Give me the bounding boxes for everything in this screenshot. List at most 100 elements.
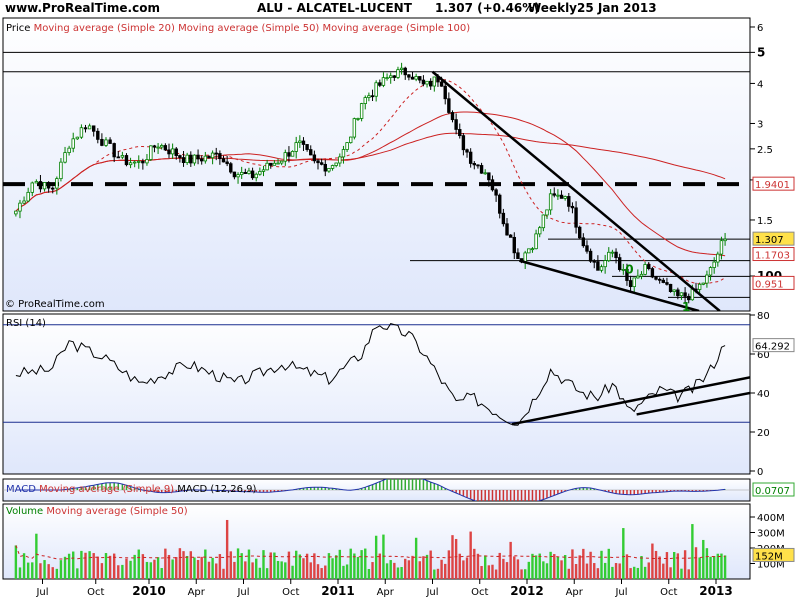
volume-bar bbox=[125, 558, 128, 579]
site-url[interactable]: www.ProRealTime.com bbox=[5, 1, 160, 15]
volume-bar bbox=[63, 556, 67, 579]
candle bbox=[67, 145, 71, 156]
volume-bar bbox=[669, 567, 672, 579]
volume-bar bbox=[265, 568, 269, 579]
candle bbox=[657, 277, 662, 284]
volume-bar bbox=[414, 537, 418, 579]
candle bbox=[145, 154, 149, 166]
candle bbox=[650, 266, 655, 279]
rsi-trendline-2 bbox=[636, 391, 750, 416]
volume-bar bbox=[407, 560, 411, 579]
volume-bar bbox=[458, 553, 461, 579]
candle bbox=[218, 150, 222, 165]
candle bbox=[356, 117, 360, 121]
volume-bar bbox=[578, 555, 581, 579]
candle bbox=[116, 151, 120, 159]
candle bbox=[541, 214, 546, 232]
volume-bar bbox=[411, 555, 414, 579]
candle bbox=[403, 66, 407, 80]
candle bbox=[617, 253, 622, 272]
volume-bar bbox=[502, 558, 505, 579]
price-tick-3: 3 bbox=[757, 119, 763, 130]
candle bbox=[18, 199, 22, 219]
candle bbox=[124, 153, 129, 167]
candle bbox=[174, 147, 178, 160]
price-panel bbox=[2, 17, 751, 312]
candle bbox=[487, 172, 491, 187]
volume-bar bbox=[662, 563, 665, 579]
volume-bar bbox=[207, 561, 211, 579]
candle bbox=[556, 189, 560, 200]
volume-bar bbox=[531, 553, 534, 579]
candle bbox=[250, 167, 255, 180]
volume-bar bbox=[705, 548, 709, 579]
volume-bar bbox=[182, 551, 185, 579]
candle bbox=[319, 158, 324, 166]
candle bbox=[676, 287, 680, 300]
candle bbox=[254, 172, 258, 182]
candle bbox=[461, 132, 466, 156]
candle bbox=[221, 155, 226, 163]
candle bbox=[345, 142, 349, 153]
volume-bar bbox=[498, 552, 501, 579]
volume-bar bbox=[284, 562, 287, 579]
volume-bar bbox=[287, 551, 291, 579]
candle bbox=[225, 155, 229, 167]
candle bbox=[687, 293, 691, 304]
candle bbox=[316, 158, 320, 170]
volume-bar bbox=[567, 568, 570, 579]
x-tick-2012: 2012 bbox=[510, 584, 543, 598]
volume-bar bbox=[193, 557, 196, 579]
candle bbox=[647, 262, 651, 271]
volume-bar bbox=[137, 549, 140, 579]
volume-bar bbox=[92, 553, 95, 579]
volume-bar bbox=[345, 564, 349, 579]
candle bbox=[269, 162, 273, 169]
volume-bar bbox=[545, 563, 549, 579]
volume-bar bbox=[80, 550, 83, 579]
svg-text:1.9401: 1.9401 bbox=[755, 180, 790, 191]
x-tick-Apr: Apr bbox=[188, 587, 206, 598]
candle bbox=[476, 164, 480, 169]
volume-bar bbox=[133, 554, 136, 579]
volume-bar bbox=[222, 568, 225, 579]
candle bbox=[625, 263, 629, 286]
volume-bar bbox=[465, 557, 469, 579]
volume-bar bbox=[444, 563, 447, 579]
volume-bar bbox=[14, 545, 18, 579]
volume-bar bbox=[709, 556, 712, 579]
candle bbox=[63, 146, 67, 164]
candle bbox=[559, 190, 564, 199]
volume-bar bbox=[338, 549, 342, 579]
candle bbox=[247, 167, 251, 175]
candle bbox=[458, 123, 462, 139]
rsi-label: RSI (14) bbox=[6, 318, 46, 329]
volume-bar bbox=[117, 565, 120, 579]
macd-line bbox=[15, 479, 726, 501]
volume-bar bbox=[211, 557, 214, 579]
volume-bar bbox=[436, 568, 440, 579]
price-tick-5: 5 bbox=[757, 45, 765, 59]
volume-bar bbox=[334, 555, 338, 579]
candle bbox=[389, 72, 393, 84]
volume-bar bbox=[196, 559, 200, 579]
volume-bar bbox=[349, 548, 352, 579]
candle bbox=[708, 266, 713, 281]
chart-title: ALU - ALCATEL-LUCENT bbox=[257, 1, 412, 15]
volume-bar bbox=[691, 524, 694, 579]
volume-bar bbox=[164, 548, 167, 579]
candle bbox=[14, 210, 18, 217]
x-tick-2011: 2011 bbox=[321, 584, 354, 598]
volume-bar bbox=[353, 553, 356, 579]
candle bbox=[454, 113, 458, 135]
price-label: Price bbox=[6, 23, 30, 34]
volume-bar bbox=[393, 562, 396, 579]
volume-bar bbox=[156, 557, 160, 579]
volume-bar bbox=[651, 543, 654, 579]
volume-bar bbox=[204, 549, 207, 579]
candle bbox=[26, 187, 30, 203]
candle bbox=[668, 283, 673, 293]
candle bbox=[654, 275, 658, 281]
volume-bar bbox=[469, 531, 472, 579]
volume-bar bbox=[658, 556, 661, 579]
